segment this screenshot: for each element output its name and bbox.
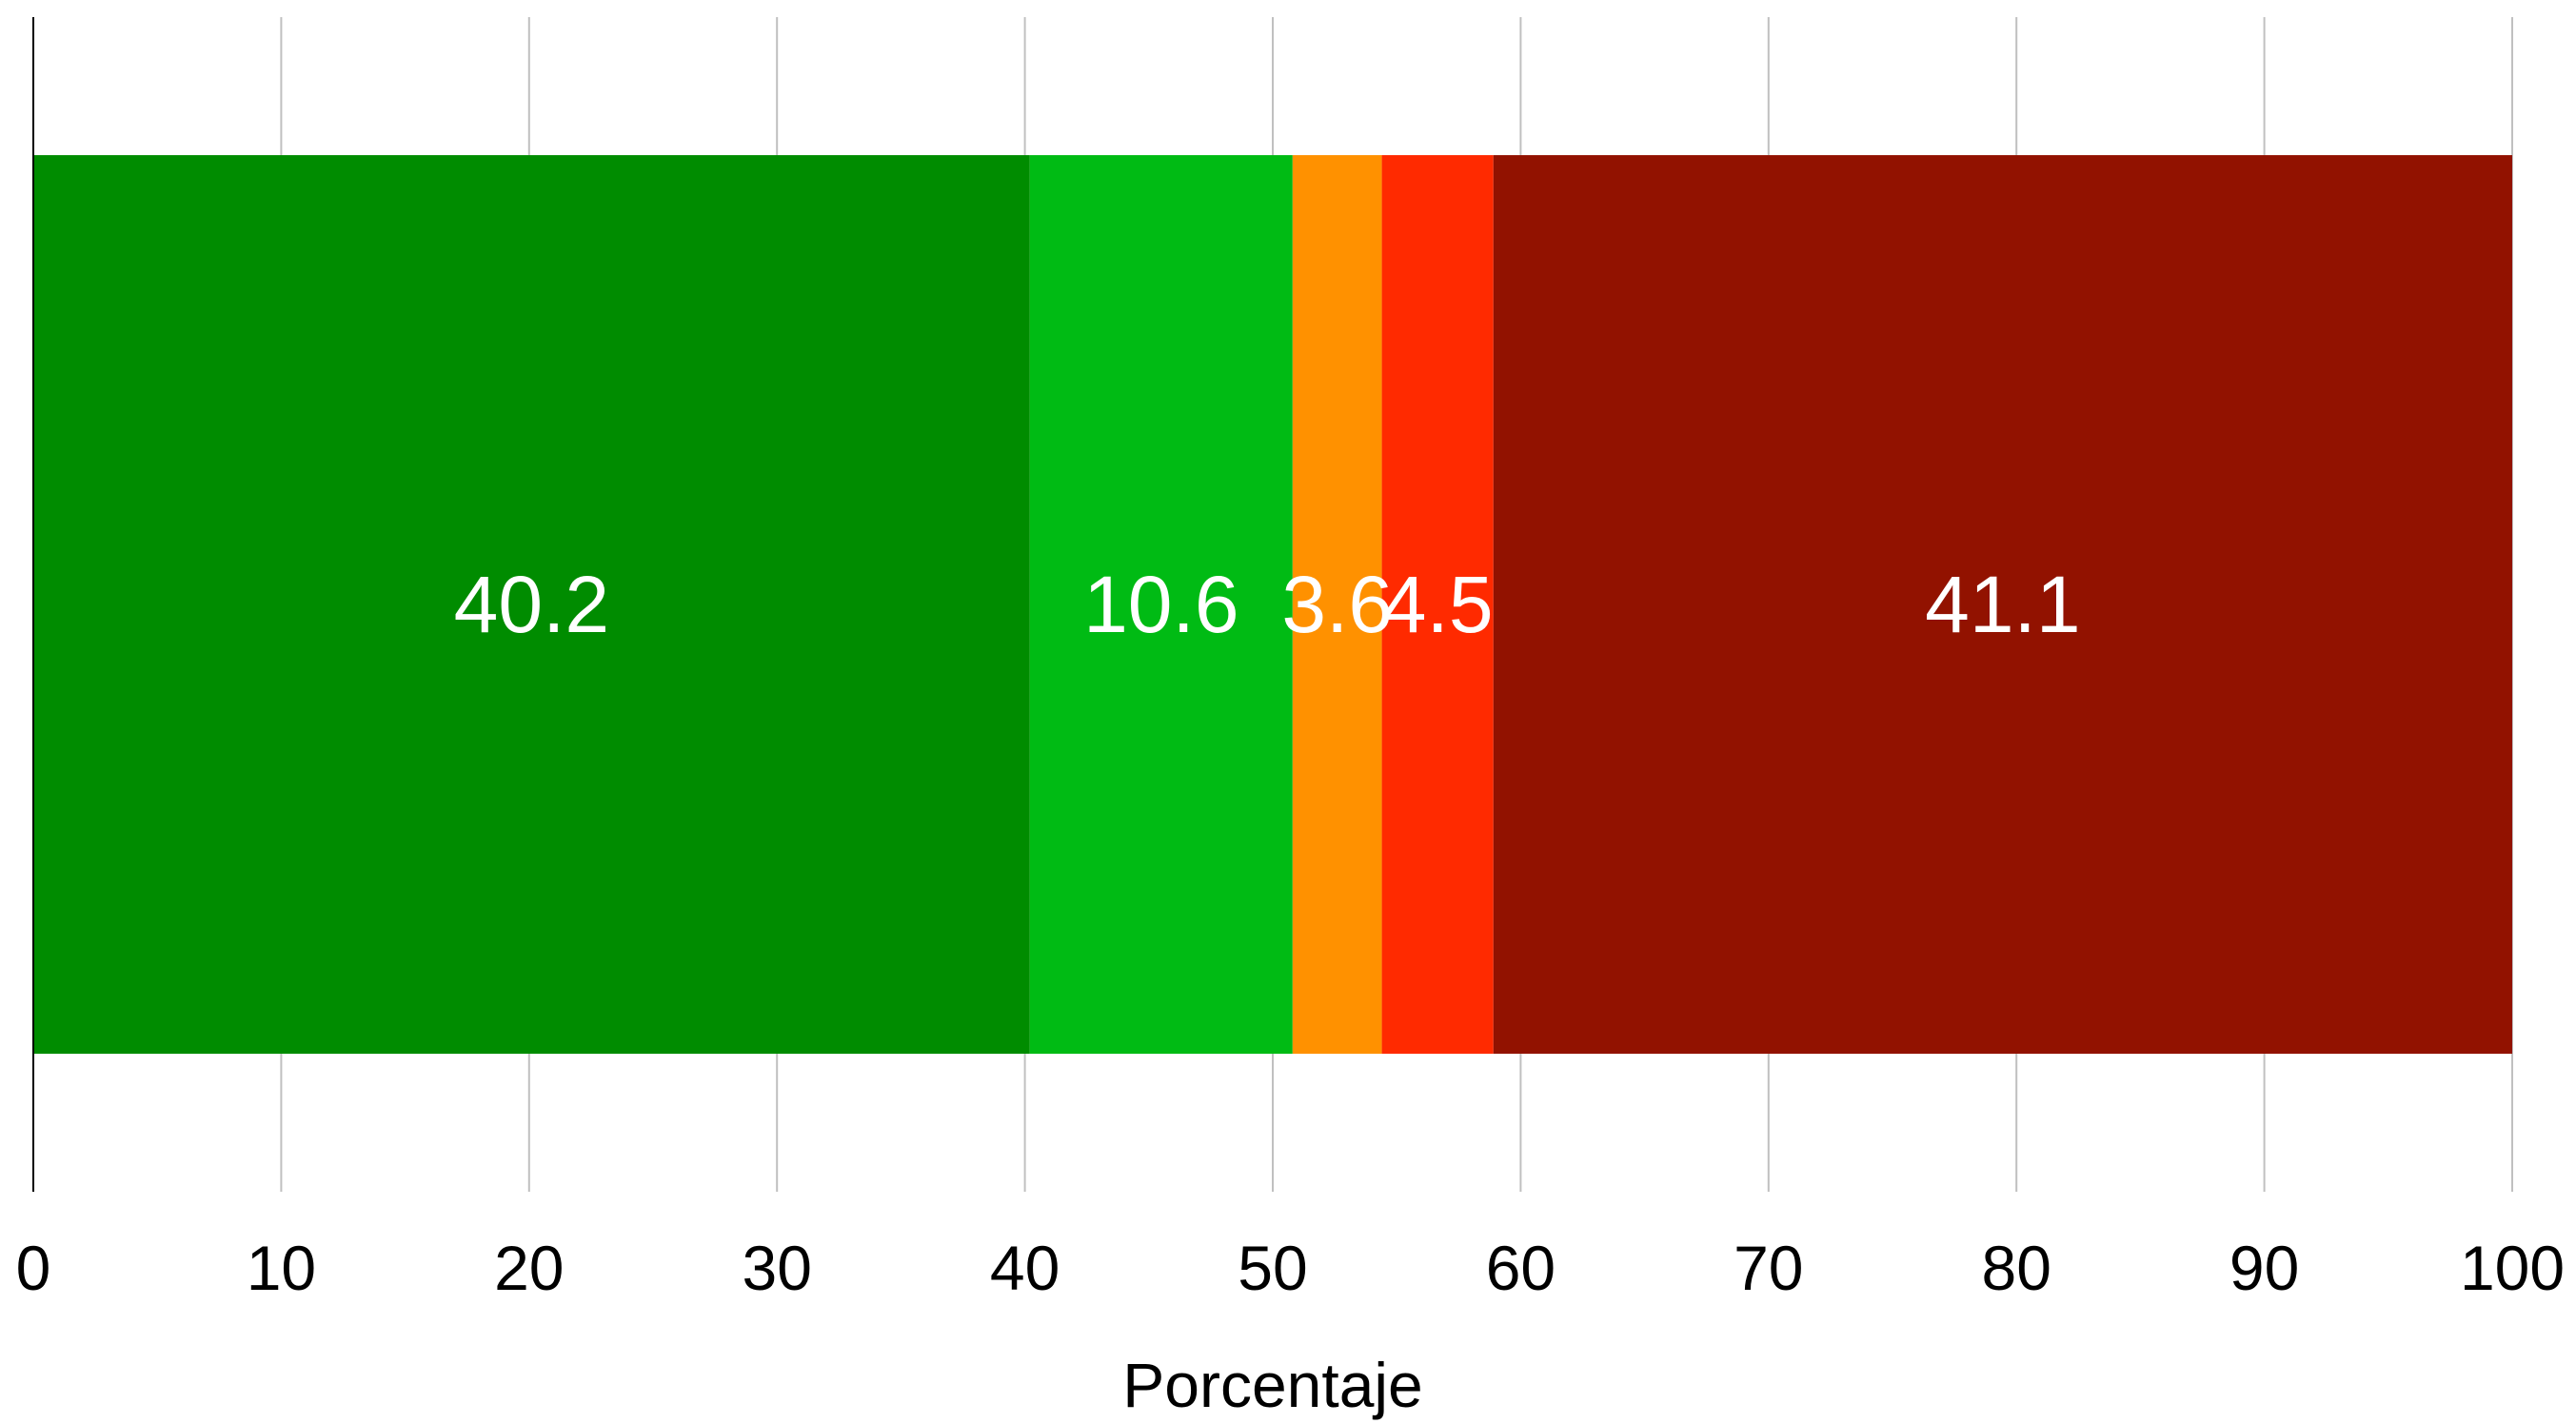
stacked-bar — [33, 155, 2512, 1054]
x-tick-label: 10 — [247, 1233, 316, 1303]
segment-label: 4.5 — [1382, 560, 1494, 649]
x-tick-label: 60 — [1486, 1233, 1556, 1303]
bar-segment — [1381, 155, 1494, 1054]
segment-label: 41.1 — [1925, 560, 2081, 649]
bar-segment — [1029, 155, 1293, 1054]
segment-label: 10.6 — [1083, 560, 1239, 649]
x-axis-tick-labels: 0 10 20 30 40 50 60 70 80 90 100 — [16, 1233, 2565, 1303]
x-tick-label: 100 — [2460, 1233, 2565, 1303]
bar-segment — [1292, 155, 1382, 1054]
x-tick-label: 0 — [16, 1233, 51, 1303]
x-tick-label: 80 — [1981, 1233, 2051, 1303]
segment-labels: 40.2 10.6 3.64.5 41.1 — [454, 560, 2081, 649]
bar-segment — [33, 155, 1030, 1054]
segment-label: 40.2 — [454, 560, 610, 649]
x-tick-label: 70 — [1734, 1233, 1803, 1303]
segment-label: 3.6 — [1281, 560, 1393, 649]
x-tick-label: 50 — [1238, 1233, 1307, 1303]
x-tick-label: 20 — [494, 1233, 564, 1303]
x-tick-label: 30 — [742, 1233, 811, 1303]
x-axis-title: Porcentaje — [1122, 1350, 1423, 1420]
x-tick-label: 90 — [2229, 1233, 2299, 1303]
bar-segment — [1493, 155, 2512, 1054]
x-tick-label: 40 — [990, 1233, 1060, 1303]
